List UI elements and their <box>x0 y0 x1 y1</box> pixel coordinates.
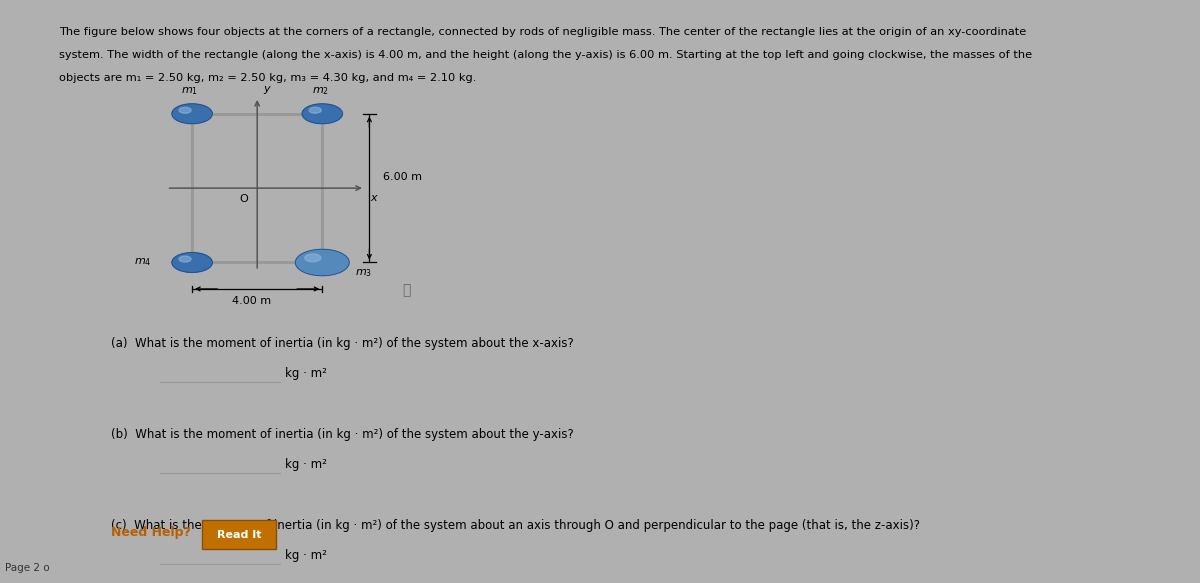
Text: objects are m₁ = 2.50 kg, m₂ = 2.50 kg, m₃ = 4.30 kg, and m₄ = 2.10 kg.: objects are m₁ = 2.50 kg, m₂ = 2.50 kg, … <box>59 73 476 83</box>
Text: x: x <box>371 192 377 202</box>
Text: (b)  What is the moment of inertia (in kg · m²) of the system about the y-axis?: (b) What is the moment of inertia (in kg… <box>112 428 574 441</box>
Text: system. The width of the rectangle (along the x-axis) is 4.00 m, and the height : system. The width of the rectangle (alon… <box>59 50 1032 60</box>
Circle shape <box>295 250 349 276</box>
Text: ⓘ: ⓘ <box>402 283 410 297</box>
Circle shape <box>310 107 322 113</box>
Text: Need Help?: Need Help? <box>112 526 191 539</box>
Circle shape <box>302 104 342 124</box>
Text: kg · m²: kg · m² <box>286 367 328 380</box>
Text: $m_3$: $m_3$ <box>355 267 372 279</box>
Text: Page 2 o: Page 2 o <box>5 563 49 573</box>
Text: $m_4$: $m_4$ <box>134 257 151 268</box>
Text: 4.00 m: 4.00 m <box>232 296 271 305</box>
Text: $m_2$: $m_2$ <box>312 86 329 97</box>
Text: (a)  What is the moment of inertia (in kg · m²) of the system about the x-axis?: (a) What is the moment of inertia (in kg… <box>112 337 574 350</box>
Text: (c)  What is the moment of inertia (in kg · m²) of the system about an axis thro: (c) What is the moment of inertia (in kg… <box>112 519 920 532</box>
Text: kg · m²: kg · m² <box>286 549 328 562</box>
Text: y: y <box>263 84 270 94</box>
Circle shape <box>179 107 191 113</box>
Text: 6.00 m: 6.00 m <box>383 172 422 182</box>
FancyBboxPatch shape <box>203 521 276 549</box>
Circle shape <box>172 252 212 272</box>
Circle shape <box>172 104 212 124</box>
Text: O: O <box>240 194 248 203</box>
Text: kg · m²: kg · m² <box>286 458 328 471</box>
Circle shape <box>305 254 320 262</box>
Text: Read It: Read It <box>217 530 262 540</box>
Text: $m_1$: $m_1$ <box>181 86 198 97</box>
Text: The figure below shows four objects at the corners of a rectangle, connected by : The figure below shows four objects at t… <box>59 27 1026 37</box>
Circle shape <box>179 256 191 262</box>
